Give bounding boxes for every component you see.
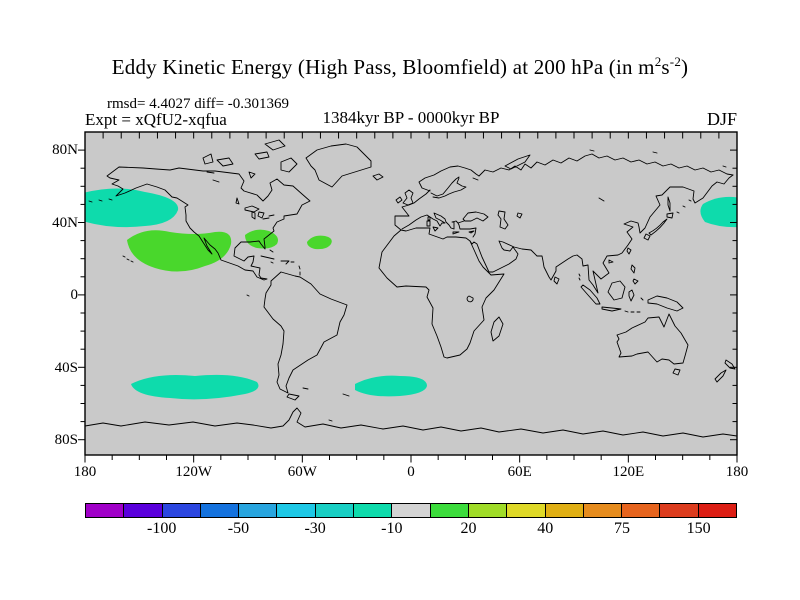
lon-axis-label: 120E: [612, 464, 645, 480]
title-superscript: 2: [654, 54, 662, 69]
colorbar-tick-label: 150: [686, 520, 711, 537]
colorbar-segment: [276, 503, 316, 518]
lon-axis-label: 60W: [287, 464, 317, 480]
title-unit: s: [661, 55, 670, 79]
lon-axis-label: 0: [407, 464, 415, 480]
world-map: [78, 131, 738, 463]
anomaly-region-south-pacific: [131, 374, 259, 400]
colorbar-segment: [582, 503, 623, 518]
anomaly-region-northwest-pacific: [700, 196, 737, 228]
colorbar-segment: [467, 503, 508, 518]
colorbar-segment: [697, 503, 738, 518]
colorbar-tick-label: -100: [147, 520, 177, 537]
colorbar-segment: [429, 503, 469, 518]
map-frame: [84, 131, 738, 456]
anomaly-region-northeast-pacific: [85, 188, 179, 228]
lat-axis-label: 40S: [54, 359, 78, 376]
figure-title: Eddy Kinetic Energy (High Pass, Bloomfie…: [0, 54, 800, 80]
colorbar-tick-label: 20: [460, 520, 477, 537]
anomaly-regions: [85, 188, 737, 400]
colorbar-segment: [199, 503, 240, 518]
colorbar-segment: [544, 503, 584, 518]
colorbar-tick-label: 40: [537, 520, 554, 537]
colorbar-segment: [506, 503, 546, 518]
colorbar-tick-label: 75: [613, 520, 630, 537]
coastlines: [85, 139, 737, 438]
experiment-label: Expt = xQfU2-xqfua: [85, 110, 227, 129]
colorbar-segment: [353, 503, 393, 518]
lat-axis-label: 80N: [52, 142, 78, 158]
ocean-land-background: [85, 132, 737, 455]
colorbar-segment: [621, 503, 661, 518]
colorbar-segment: [314, 503, 355, 518]
anomaly-region-central-north-atlantic: [307, 235, 332, 250]
colorbar: [85, 503, 738, 518]
axis-ticks: [78, 132, 738, 463]
stats-line: rmsd= 4.4027 diff= -0.301369: [107, 96, 290, 112]
lon-axis-label: 180: [73, 464, 97, 480]
lon-axis-label: 120W: [175, 464, 213, 480]
anomaly-region-south-atlantic: [355, 375, 427, 397]
colorbar-tick-label: -50: [227, 520, 250, 537]
map-canvas: [78, 131, 738, 463]
lat-axis-label: 80S: [54, 431, 78, 448]
title-paren: ): [681, 55, 689, 79]
period-label: 1384kyr BP - 0000kyr BP: [322, 108, 500, 127]
colorbar-segment: [85, 503, 125, 518]
colorbar-segment: [123, 503, 163, 518]
colorbar-segment: [659, 503, 699, 518]
lon-axis-label: 180: [725, 464, 749, 480]
title-text: Eddy Kinetic Energy (High Pass, Bloomfie…: [111, 55, 655, 79]
season-label: DJF: [706, 109, 737, 129]
lat-axis-label: 0: [70, 287, 79, 304]
colorbar-tick-label: -10: [381, 520, 403, 537]
colorbar-segment: [238, 503, 278, 518]
lat-axis-label: 40N: [52, 214, 78, 231]
title-superscript: -2: [669, 54, 682, 69]
lon-axis-label: 60E: [507, 464, 532, 480]
colorbar-tick-label: -30: [304, 520, 326, 537]
colorbar-segment: [391, 503, 431, 518]
colorbar-segment: [161, 503, 201, 518]
